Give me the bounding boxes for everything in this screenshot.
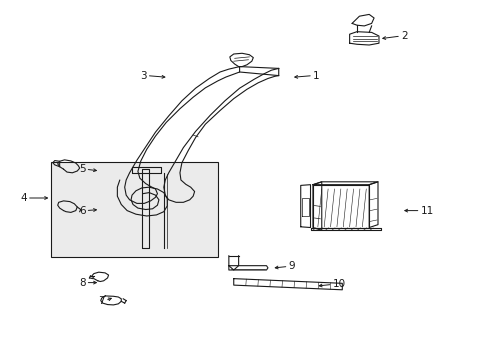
Text: 8: 8 (79, 278, 85, 288)
Text: 4: 4 (20, 193, 27, 203)
Text: 10: 10 (332, 279, 345, 289)
Text: 9: 9 (288, 261, 295, 271)
Bar (51, 162, 217, 257)
Text: 3: 3 (140, 71, 146, 81)
Text: 5: 5 (79, 164, 85, 174)
Text: 2: 2 (400, 31, 407, 41)
Text: 1: 1 (312, 71, 319, 81)
Text: 11: 11 (420, 206, 433, 216)
Text: 7: 7 (98, 296, 105, 306)
Text: 6: 6 (79, 206, 85, 216)
